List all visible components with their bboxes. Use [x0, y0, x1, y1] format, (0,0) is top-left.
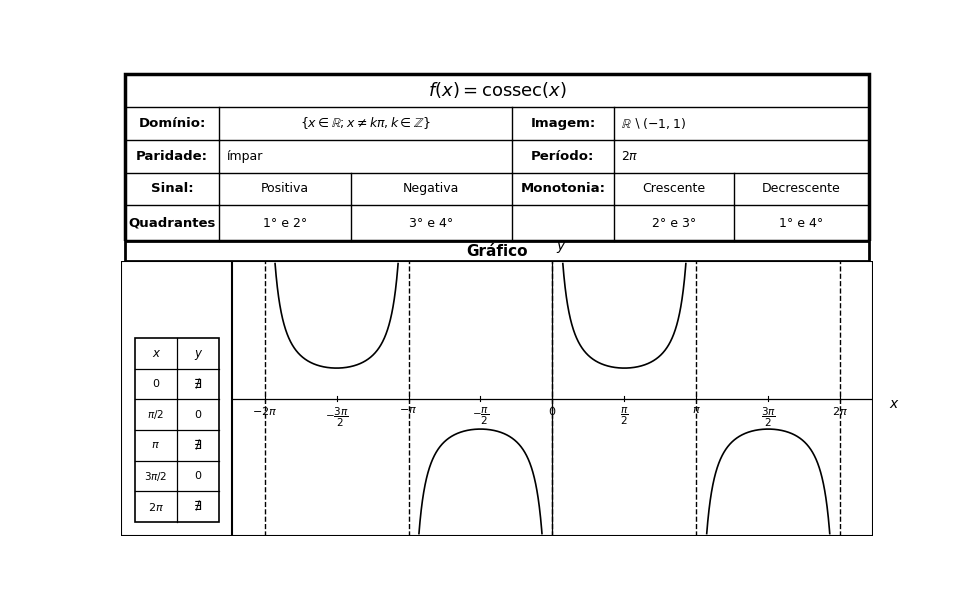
Text: $f(x) = \mathrm{cossec}(x)$: $f(x) = \mathrm{cossec}(x)$ [427, 80, 566, 101]
Text: $\nexists$: $\nexists$ [193, 500, 202, 514]
Text: $\nexists$: $\nexists$ [193, 377, 202, 391]
Text: Negativa: Negativa [403, 182, 459, 196]
Text: Imagem:: Imagem: [530, 117, 595, 129]
Text: 1° e 2°: 1° e 2° [263, 217, 306, 229]
Text: Crescente: Crescente [641, 182, 704, 196]
Text: $\pi$: $\pi$ [691, 405, 700, 415]
Text: Sinal:: Sinal: [150, 182, 193, 196]
Text: $2\pi$: $2\pi$ [147, 501, 164, 513]
Text: Positiva: Positiva [261, 182, 308, 196]
Text: 0: 0 [152, 379, 159, 389]
Text: 3° e 4°: 3° e 4° [409, 217, 453, 229]
Text: $-2\pi$: $-2\pi$ [252, 405, 277, 417]
Text: Domínio:: Domínio: [139, 117, 205, 129]
Text: ímpar: ímpar [226, 150, 263, 163]
Bar [135, 338, 218, 522]
Text: $\mathbb{R} \setminus (-1, 1)$: $\mathbb{R} \setminus (-1, 1)$ [620, 116, 685, 131]
Text: $\dfrac{\pi}{2}$: $\dfrac{\pi}{2}$ [619, 405, 628, 427]
Text: $\{x \in \mathbb{R}; x \neq k\pi, k \in \mathbb{Z}\}$: $\{x \in \mathbb{R}; x \neq k\pi, k \in … [299, 115, 430, 131]
Text: $-\pi$: $-\pi$ [399, 405, 418, 415]
Text: 0: 0 [194, 410, 201, 420]
Text: Paridade:: Paridade: [136, 150, 207, 163]
Text: Quadrantes: Quadrantes [128, 217, 215, 229]
Text: Gráfico: Gráfico [466, 244, 527, 259]
Text: y: y [194, 347, 201, 360]
Text: $\pi$: $\pi$ [151, 441, 160, 450]
Text: $\pi/2$: $\pi/2$ [147, 408, 164, 421]
Text: $3\pi/2$: $3\pi/2$ [143, 470, 167, 483]
Text: $2\pi$: $2\pi$ [831, 405, 847, 417]
Text: $\nexists$: $\nexists$ [193, 438, 202, 453]
Text: 0: 0 [194, 471, 201, 481]
Text: y: y [556, 239, 564, 253]
Text: Monotonia:: Monotonia: [519, 182, 605, 196]
Text: x: x [889, 397, 896, 411]
Text: 1° e 4°: 1° e 4° [779, 217, 823, 229]
Text: Período:: Período: [531, 150, 594, 163]
Text: $-\dfrac{\pi}{2}$: $-\dfrac{\pi}{2}$ [471, 405, 488, 427]
Text: $-\dfrac{3\pi}{2}$: $-\dfrac{3\pi}{2}$ [325, 405, 348, 429]
Text: $\dfrac{3\pi}{2}$: $\dfrac{3\pi}{2}$ [760, 405, 775, 429]
Text: $2\pi$: $2\pi$ [620, 150, 639, 163]
Text: Decrescente: Decrescente [762, 182, 840, 196]
Text: 2° e 3°: 2° e 3° [651, 217, 695, 229]
Text: $0$: $0$ [547, 405, 556, 417]
Text: x: x [152, 347, 159, 360]
Bar [232, 261, 872, 536]
